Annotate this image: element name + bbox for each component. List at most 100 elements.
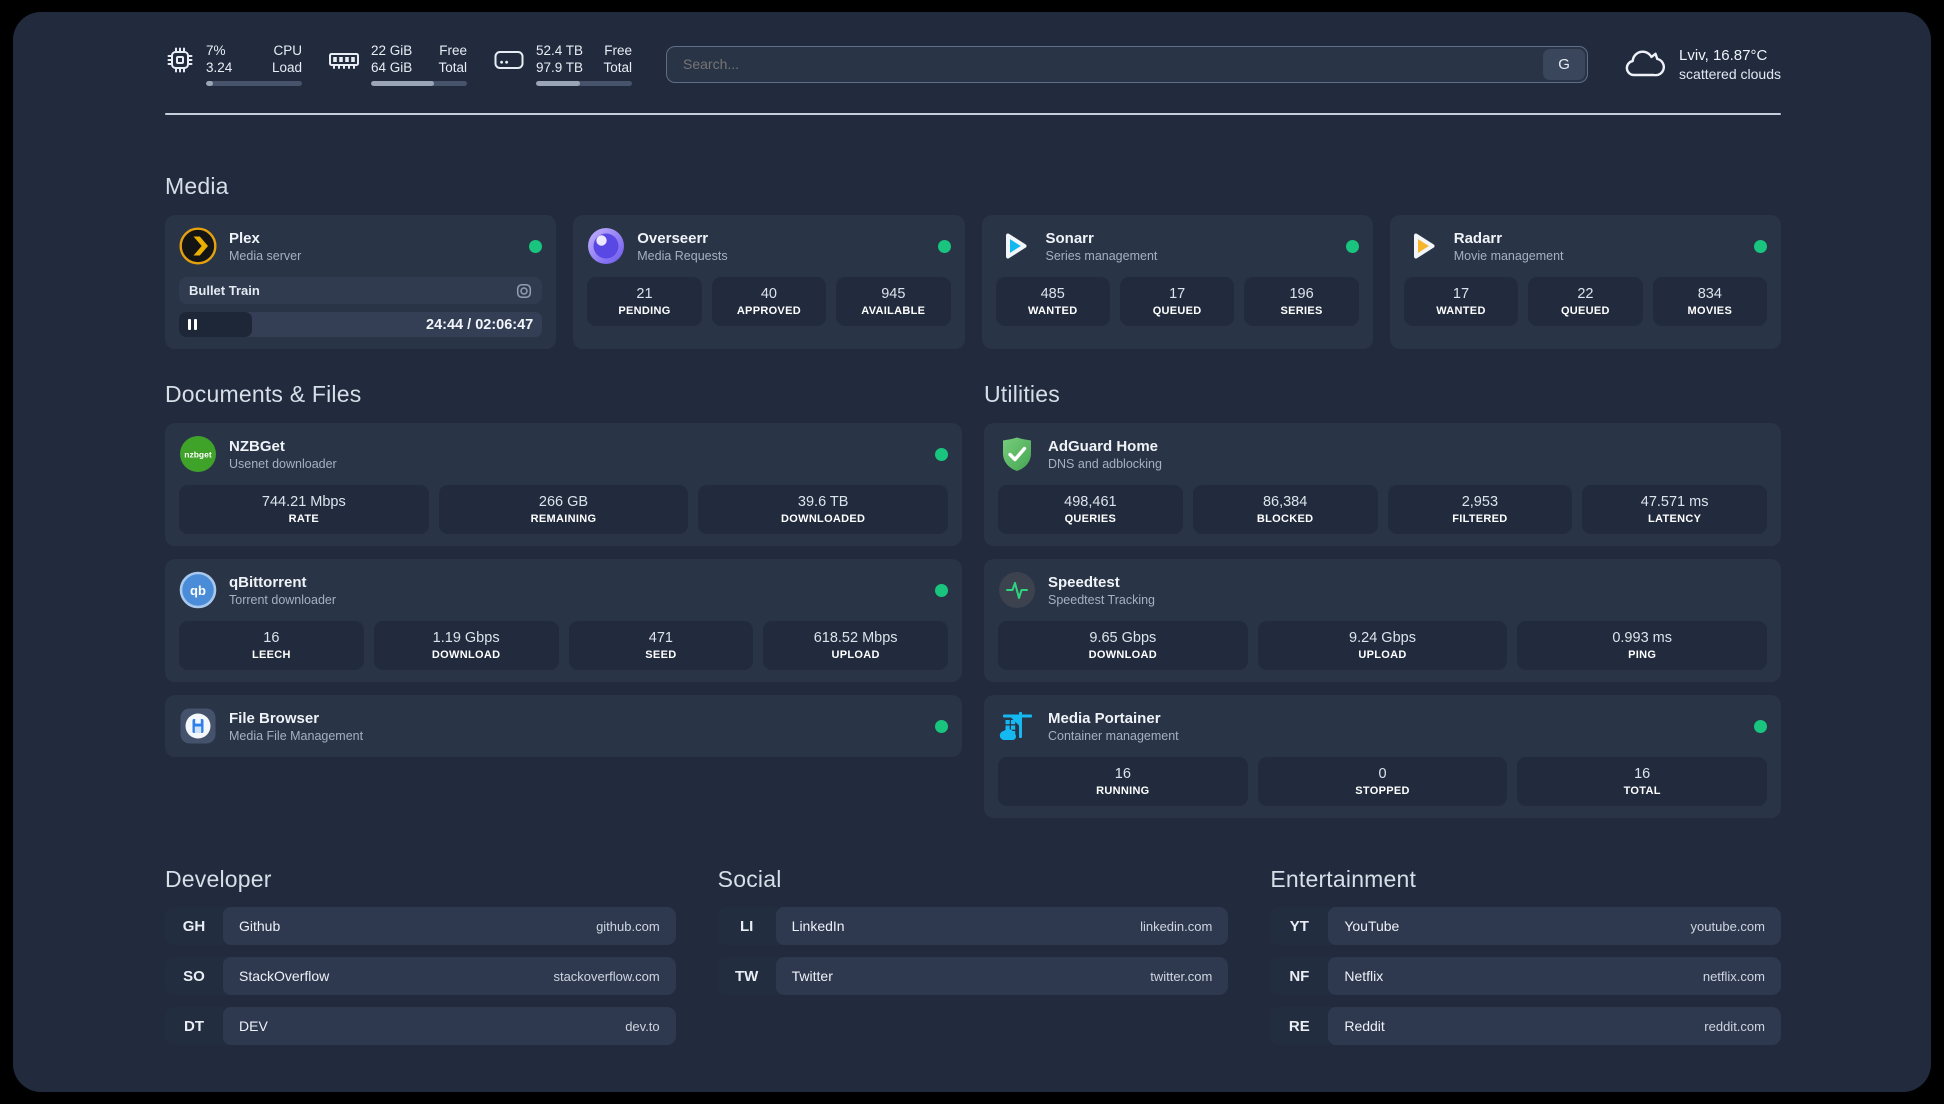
stat-box: 16 LEECH xyxy=(179,621,364,670)
app-card-adguard[interactable]: AdGuard Home DNS and adblocking 498,461 Q… xyxy=(984,423,1781,546)
now-playing-row: Bullet Train xyxy=(179,277,543,304)
link-twitter[interactable]: TW Twitter twitter.com xyxy=(717,957,1229,995)
link-abbr: NF xyxy=(1289,967,1310,985)
top-bar: 7% CPU 3.24 Load 22 xyxy=(165,42,1781,86)
status-indicator xyxy=(935,447,948,461)
disk-free-value: 52.4 TB xyxy=(536,43,584,58)
link-name: DEV xyxy=(239,1018,268,1034)
link-abbr: DT xyxy=(184,1017,204,1035)
qbittorrent-icon: qb xyxy=(179,571,217,609)
disk-stat: 52.4 TB Free 97.9 TB Total xyxy=(493,42,632,86)
svg-text:nzbget: nzbget xyxy=(184,450,212,460)
link-url: stackoverflow.com xyxy=(553,968,660,984)
dashboard-panel: 7% CPU 3.24 Load 22 xyxy=(13,12,1931,1092)
stat-box: 485 WANTED xyxy=(995,277,1110,326)
plex-icon xyxy=(179,227,217,265)
stat-box: 945 AVAILABLE xyxy=(836,277,951,326)
search-input[interactable] xyxy=(667,56,1542,72)
stat-box: 9.24 Gbps UPLOAD xyxy=(1257,621,1508,670)
app-description: Series management xyxy=(1045,248,1158,263)
google-search-button[interactable]: G xyxy=(1543,48,1586,80)
link-stackoverflow[interactable]: SO StackOverflow stackoverflow.com xyxy=(165,957,676,995)
section-title-media: Media xyxy=(165,173,229,199)
link-name: StackOverflow xyxy=(239,968,330,984)
status-indicator xyxy=(935,583,948,597)
section-title-utilities: Utilities xyxy=(984,381,1060,407)
app-name: Media Portainer xyxy=(1048,709,1161,727)
link-name: Netflix xyxy=(1344,968,1384,984)
app-name: NZBGet xyxy=(229,437,285,455)
section-title-social: Social xyxy=(717,866,782,892)
status-indicator xyxy=(1754,239,1767,253)
app-name: File Browser xyxy=(229,709,320,727)
filebrowser-icon xyxy=(179,707,217,745)
stat-box: 22 QUEUED xyxy=(1528,277,1643,326)
disk-icon xyxy=(493,45,525,75)
link-url: netflix.com xyxy=(1702,968,1765,984)
stat-box: 266 GB REMAINING xyxy=(438,485,689,534)
link-youtube[interactable]: YT YouTube youtube.com xyxy=(1270,907,1781,945)
stat-box: 16 TOTAL xyxy=(1517,757,1768,806)
stat-box: 498,461 QUERIES xyxy=(998,485,1183,534)
status-indicator xyxy=(937,239,951,253)
status-indicator xyxy=(935,719,948,733)
cpu-progress-bar xyxy=(206,81,302,86)
link-abbr: TW xyxy=(734,967,759,985)
section-title-entertainment: Entertainment xyxy=(1270,866,1417,892)
app-card-filebrowser[interactable]: File Browser Media File Management xyxy=(165,695,962,757)
video-camera-icon xyxy=(516,283,532,299)
app-name: Plex xyxy=(229,229,260,247)
app-card-plex[interactable]: Plex Media server Bullet Train xyxy=(165,215,557,349)
link-url: reddit.com xyxy=(1704,1018,1765,1034)
speedtest-pulse-icon xyxy=(998,571,1036,609)
app-description: Speedtest Tracking xyxy=(1048,592,1156,607)
app-card-sonarr[interactable]: Sonarr Series management 485 WANTED 17 QUE… xyxy=(981,215,1373,349)
link-name: Github xyxy=(239,918,281,934)
link-linkedin[interactable]: LI LinkedIn linkedin.com xyxy=(717,907,1229,945)
memory-total-value: 64 GiB xyxy=(371,60,413,75)
app-card-overseerr[interactable]: Overseerr Media Requests 21 PENDING 40 APP… xyxy=(573,215,965,349)
link-github[interactable]: GH Github github.com xyxy=(165,907,676,945)
search-bar: G xyxy=(666,45,1589,83)
link-reddit[interactable]: RE Reddit reddit.com xyxy=(1270,1007,1781,1045)
playback-time: 24:44 / 02:06:47 xyxy=(426,316,534,333)
status-indicator xyxy=(1754,719,1767,733)
link-name: LinkedIn xyxy=(791,918,845,934)
stat-box: 744.21 Mbps RATE xyxy=(179,485,429,534)
system-stats: 7% CPU 3.24 Load 22 xyxy=(165,42,632,86)
app-card-portainer[interactable]: Media Portainer Container management 16 R… xyxy=(984,695,1781,818)
app-description: Movie management xyxy=(1453,248,1564,263)
stat-box: 17 WANTED xyxy=(1403,277,1519,326)
radarr-icon xyxy=(1404,227,1442,265)
link-netflix[interactable]: NF Netflix netflix.com xyxy=(1270,957,1781,995)
stat-box: 834 MOVIES xyxy=(1652,277,1768,326)
app-card-nzbget[interactable]: nzbget NZBGet Usenet downloader 744.21 M… xyxy=(165,423,962,546)
app-card-speedtest[interactable]: Speedtest Speedtest Tracking 9.65 Gbps DO… xyxy=(984,559,1781,682)
stat-box: 40 APPROVED xyxy=(711,277,827,326)
stat-box: 16 RUNNING xyxy=(998,757,1248,806)
app-description: DNS and adblocking xyxy=(1048,456,1162,471)
stat-box: 39.6 TB DOWNLOADED xyxy=(698,485,949,534)
app-description: Usenet downloader xyxy=(229,456,337,471)
link-name: Reddit xyxy=(1344,1018,1385,1034)
weather-condition: scattered clouds xyxy=(1679,65,1781,82)
link-abbr: YT xyxy=(1289,917,1309,935)
stat-box: 1.19 Gbps DOWNLOAD xyxy=(373,621,559,670)
memory-free-value: 22 GiB xyxy=(371,43,413,58)
header-divider xyxy=(165,113,1781,115)
weather-widget: Lviv, 16.87°C scattered clouds xyxy=(1622,46,1781,83)
app-card-radarr[interactable]: Radarr Movie management 17 WANTED 22 QUEUE… xyxy=(1389,215,1781,349)
stat-box: 21 PENDING xyxy=(587,277,702,326)
app-description: Media File Management xyxy=(229,728,364,743)
portainer-icon xyxy=(998,707,1036,745)
link-dev[interactable]: DT DEV dev.to xyxy=(165,1007,676,1045)
disk-total-label: Total xyxy=(603,60,632,75)
app-card-qbittorrent[interactable]: qb qBittorrent Torrent downloader 16 LEEC… xyxy=(165,559,962,682)
stat-box: 471 SEED xyxy=(568,621,754,670)
disk-progress-bar xyxy=(536,81,632,86)
nzbget-icon: nzbget xyxy=(179,435,217,473)
weather-location-temp: Lviv, 16.87°C xyxy=(1679,46,1768,64)
status-indicator xyxy=(529,239,543,253)
link-url: twitter.com xyxy=(1150,968,1213,984)
stat-box: 17 QUEUED xyxy=(1119,277,1235,326)
